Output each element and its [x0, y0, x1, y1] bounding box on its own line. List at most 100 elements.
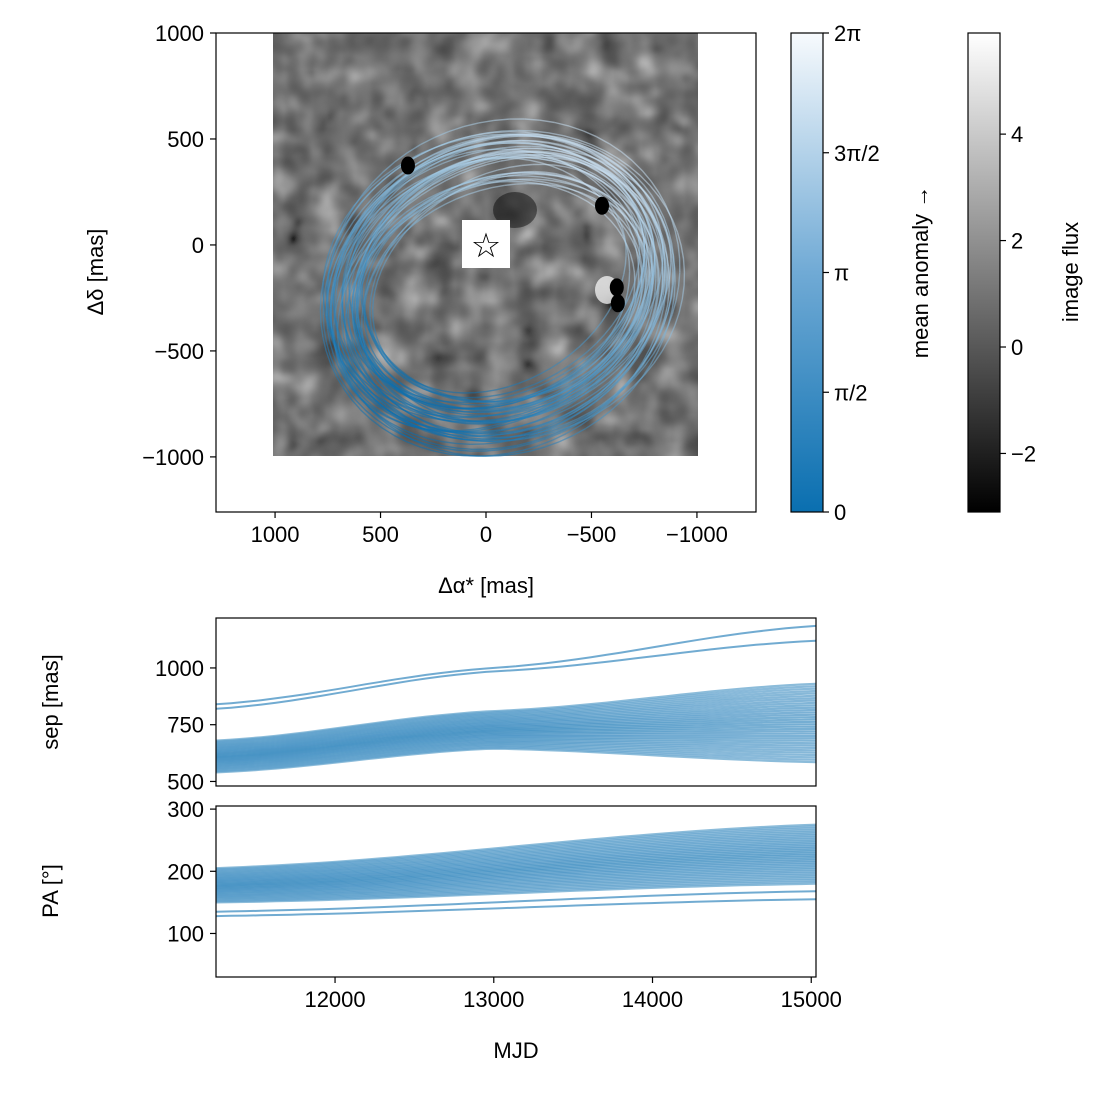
- orbit-39-segment-45: [637, 319, 646, 332]
- orbit-14-segment-34: [626, 244, 632, 255]
- orbit-14-segment-31: [610, 220, 618, 229]
- orbit-12-segment-12: [398, 177, 409, 187]
- orbit-35-segment-15: [432, 155, 447, 163]
- orbit-35-segment-29: [618, 177, 630, 188]
- orbit-22-segment-8: [358, 246, 365, 259]
- orbit-37-segment-53: [535, 391, 548, 397]
- orbit-9-segment-56: [495, 417, 512, 421]
- orbit-35-segment-61: [426, 422, 440, 429]
- orbit-14-segment-66: [388, 362, 397, 371]
- orbit-32-segment-35: [631, 203, 639, 214]
- sky-y-tick-label-0: 1000: [155, 21, 204, 46]
- orbit-21-segment-30: [601, 150, 614, 160]
- orbit-38-segment-37: [646, 217, 652, 229]
- orbit-21-segment-64: [415, 437, 430, 444]
- orbit-19-segment-23: [509, 173, 522, 177]
- orbit-24-segment-32: [658, 196, 667, 209]
- sky-x-tick-label-0: 1000: [251, 522, 300, 547]
- orbit-31-segment-11: [372, 213, 382, 224]
- orbit-5-segment-59: [462, 413, 475, 416]
- orbit-32-segment-54: [548, 408, 562, 417]
- orbit-15-segment-44: [644, 316, 651, 331]
- orbit-8-segment-40: [677, 272, 681, 287]
- orbit-36-segment-5: [319, 295, 322, 310]
- sky-y-tick-label-1: 500: [167, 127, 204, 152]
- orbit-7-segment-50: [592, 348, 603, 359]
- orbit-39-segment-37: [658, 223, 663, 236]
- orbit-7-segment-69: [381, 375, 391, 384]
- orbit-39-segment-50: [587, 371, 600, 381]
- orbit-22-segment-58: [486, 432, 500, 435]
- orbit-22-segment-35: [644, 225, 651, 237]
- orbit-34-segment-9: [340, 237, 349, 251]
- orbit-0-segment-24: [552, 178, 565, 183]
- pa-outlier_2: [216, 898, 816, 918]
- orbit-9-segment-37: [668, 239, 672, 252]
- orbit-21-segment-42: [670, 283, 675, 298]
- orbit-29-segment-10: [371, 243, 381, 254]
- orbit-6-segment-64: [414, 399, 427, 406]
- orbit-3-segment-47: [589, 351, 599, 361]
- orbit-32-segment-12: [369, 218, 380, 231]
- orbit-2-segment-13: [371, 187, 384, 199]
- orbit-19-segment-15: [416, 208, 428, 218]
- orbit-34-segment-44: [650, 321, 657, 335]
- orbit-13-segment-70: [373, 375, 382, 386]
- orbit-39-segment-26: [560, 139, 574, 144]
- orbit-35-segment-62: [414, 416, 428, 424]
- orbit-39-segment-5: [334, 269, 339, 282]
- orbit-39-segment-65: [387, 393, 400, 402]
- orbit-32-segment-19: [444, 162, 459, 170]
- orbit-21-segment-61: [457, 447, 473, 450]
- orbit-30-segment-41: [647, 297, 652, 309]
- orbit-24-segment-25: [577, 139, 593, 146]
- orbit-16-segment-55: [550, 420, 565, 428]
- orbit-19-segment-28: [568, 178, 580, 183]
- orbit-16-segment-0: [354, 358, 362, 371]
- orbit-20-segment-62: [440, 449, 456, 455]
- orbit-16-segment-1: [349, 346, 356, 359]
- orbit-33-segment-54: [529, 418, 545, 425]
- orbit-12-segment-19: [478, 148, 492, 152]
- orbit-20-segment-21: [476, 135, 492, 140]
- orbit-0-segment-55: [500, 406, 514, 410]
- orbit-12-segment-9: [373, 202, 382, 213]
- orbit-21-segment-51: [599, 396, 613, 408]
- orbit-33-segment-63: [403, 418, 417, 424]
- orbit-26-segment-45: [624, 295, 631, 306]
- orbit-17-segment-11: [369, 208, 381, 220]
- orbit-15-segment-24: [512, 141, 527, 144]
- orbit-34-segment-6: [327, 276, 333, 290]
- orbit-4-segment-16: [445, 188, 458, 195]
- orbit-16-segment-62: [454, 435, 469, 439]
- orbit-36-segment-0: [329, 363, 337, 377]
- orbit-39-segment-55: [520, 405, 536, 412]
- orbit-25-segment-59: [487, 405, 500, 409]
- pa-band-line-7: [216, 870, 816, 897]
- orbit-31-segment-65: [391, 384, 403, 391]
- orbit-39-segment-9: [351, 221, 360, 234]
- orbit-18-segment-69: [376, 357, 383, 367]
- orbit-30-segment-45: [627, 340, 635, 351]
- pa-x-tick-label-2: 14000: [622, 987, 683, 1012]
- pa-band-line-0: [216, 882, 816, 904]
- orbit-30-segment-24: [539, 172, 553, 175]
- astrometry-point-3: [610, 294, 625, 313]
- orbit-19-segment-65: [416, 407, 427, 414]
- orbit-2-segment-18: [435, 147, 451, 155]
- orbit-13-segment-46: [634, 319, 643, 332]
- orbit-25-segment-2: [358, 327, 363, 338]
- orbit-32-segment-10: [355, 240, 364, 254]
- orbit-31-segment-44: [627, 299, 635, 311]
- orbit-19-segment-9: [371, 263, 379, 275]
- orbit-37-segment-55: [510, 398, 524, 402]
- orbit-12-segment-53: [521, 402, 535, 408]
- orbit-16-segment-18: [428, 152, 442, 161]
- orbit-37-segment-71: [364, 315, 370, 326]
- orbit-36-segment-55: [537, 439, 553, 447]
- colorbar-flux-gradient: [967, 32, 1001, 513]
- orbit-9-segment-19: [471, 149, 488, 155]
- orbit-11-segment-26: [577, 146, 592, 154]
- orbit-34-segment-65: [389, 421, 403, 430]
- orbit-22-segment-70: [360, 363, 368, 375]
